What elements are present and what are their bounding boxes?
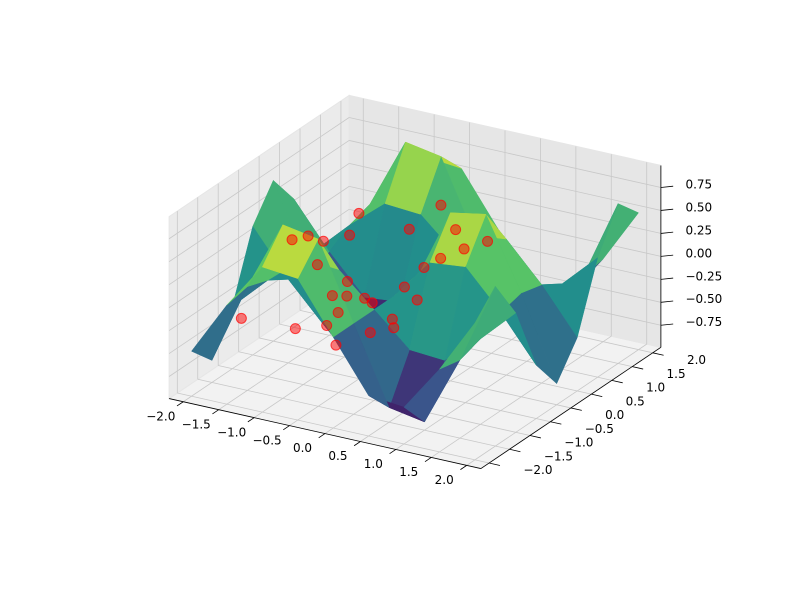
scatter-point: [235, 312, 247, 324]
z-tick-label: −0.75: [685, 315, 722, 329]
axis-line: [480, 346, 662, 469]
z-tick: [660, 208, 674, 211]
axis-line: [169, 398, 481, 469]
x-tick: [389, 449, 397, 455]
grid-line: [168, 140, 350, 263]
scatter-point: [289, 323, 301, 335]
x-tick-label: −2.0: [146, 409, 175, 423]
z-tick-label: 0.75: [685, 177, 712, 191]
y-tick-label: 1.0: [646, 381, 665, 395]
x-tick: [176, 401, 184, 407]
scatter-point: [386, 313, 398, 325]
y-tick-label: −0.5: [585, 422, 614, 436]
scatter-point: [286, 234, 298, 246]
scatter-point: [418, 261, 430, 273]
z-tick-label: 0.25: [685, 223, 712, 237]
y-tick: [591, 393, 603, 397]
y-tick: [652, 352, 664, 356]
scatter-point: [332, 307, 344, 319]
scatter-point: [482, 235, 494, 247]
scatter-point: [366, 297, 378, 309]
y-tick-label: 1.5: [667, 367, 686, 381]
z-tick-label: 0.50: [685, 200, 712, 214]
grid-line: [168, 117, 350, 240]
y-tick: [509, 448, 521, 453]
z-tick: [660, 254, 674, 257]
y-tick: [488, 462, 501, 466]
surface-patch: [384, 141, 442, 215]
y-tick: [529, 435, 541, 439]
scatter-point: [450, 224, 462, 236]
surface-patch: [429, 212, 487, 267]
scatter-point: [364, 327, 376, 339]
z-tick-label: 0.00: [685, 246, 712, 260]
x-tick-label: 2.0: [435, 473, 454, 487]
z-tick-label: −0.25: [685, 269, 722, 283]
grid-line: [177, 392, 490, 464]
scatter-point: [411, 294, 423, 306]
surface-patch: [439, 286, 496, 370]
x-tick-label: 1.0: [364, 457, 383, 471]
y-tick-label: 0.5: [626, 394, 645, 408]
x-tick: [212, 409, 219, 415]
z-tick: [660, 277, 674, 280]
grid-line: [197, 378, 510, 450]
grid-line: [349, 117, 661, 188]
z-tick-label: −0.50: [685, 292, 722, 306]
x-tick-label: −1.0: [217, 425, 246, 439]
scatter-point: [353, 207, 365, 219]
x-tick: [318, 433, 326, 439]
y-tick-label: 0.0: [605, 408, 624, 422]
x-tick-label: 0.0: [293, 441, 312, 455]
scatter-point: [435, 199, 447, 211]
z-tick: [660, 231, 674, 234]
y-tick-label: −1.0: [564, 436, 593, 450]
z-tick: [660, 300, 674, 303]
y-tick: [570, 407, 582, 411]
x-tick-label: 1.5: [399, 465, 418, 479]
scatter-point: [398, 281, 410, 293]
y-tick: [632, 366, 644, 370]
y-tick: [550, 421, 562, 425]
x-tick: [353, 441, 361, 447]
scatter-point: [302, 230, 314, 242]
grid-line: [218, 365, 531, 436]
scatter-point: [403, 223, 415, 235]
x-tick-label: 0.5: [328, 449, 347, 463]
z-tick: [660, 323, 674, 326]
scatter-point: [326, 290, 338, 302]
x-tick-label: −0.5: [253, 433, 282, 447]
scatter-point: [341, 276, 353, 288]
scatter-point: [344, 229, 356, 241]
x-tick-label: −1.5: [182, 417, 211, 431]
y-tick-label: −2.0: [523, 463, 552, 477]
x-tick: [424, 457, 432, 462]
scatter-point: [458, 243, 470, 255]
scatter-point: [341, 290, 353, 302]
y-tick-label: 2.0: [687, 353, 706, 367]
scatter-point: [321, 320, 333, 332]
z-tick: [660, 185, 674, 188]
x-tick: [283, 425, 290, 431]
scatter-point: [317, 235, 329, 247]
scatter-point: [311, 259, 323, 271]
scatter-point: [435, 252, 447, 264]
x-tick: [460, 465, 467, 470]
x-tick: [247, 417, 255, 423]
y-tick-label: −1.5: [544, 449, 573, 463]
scatter-point: [330, 339, 342, 351]
y-tick: [611, 379, 623, 384]
